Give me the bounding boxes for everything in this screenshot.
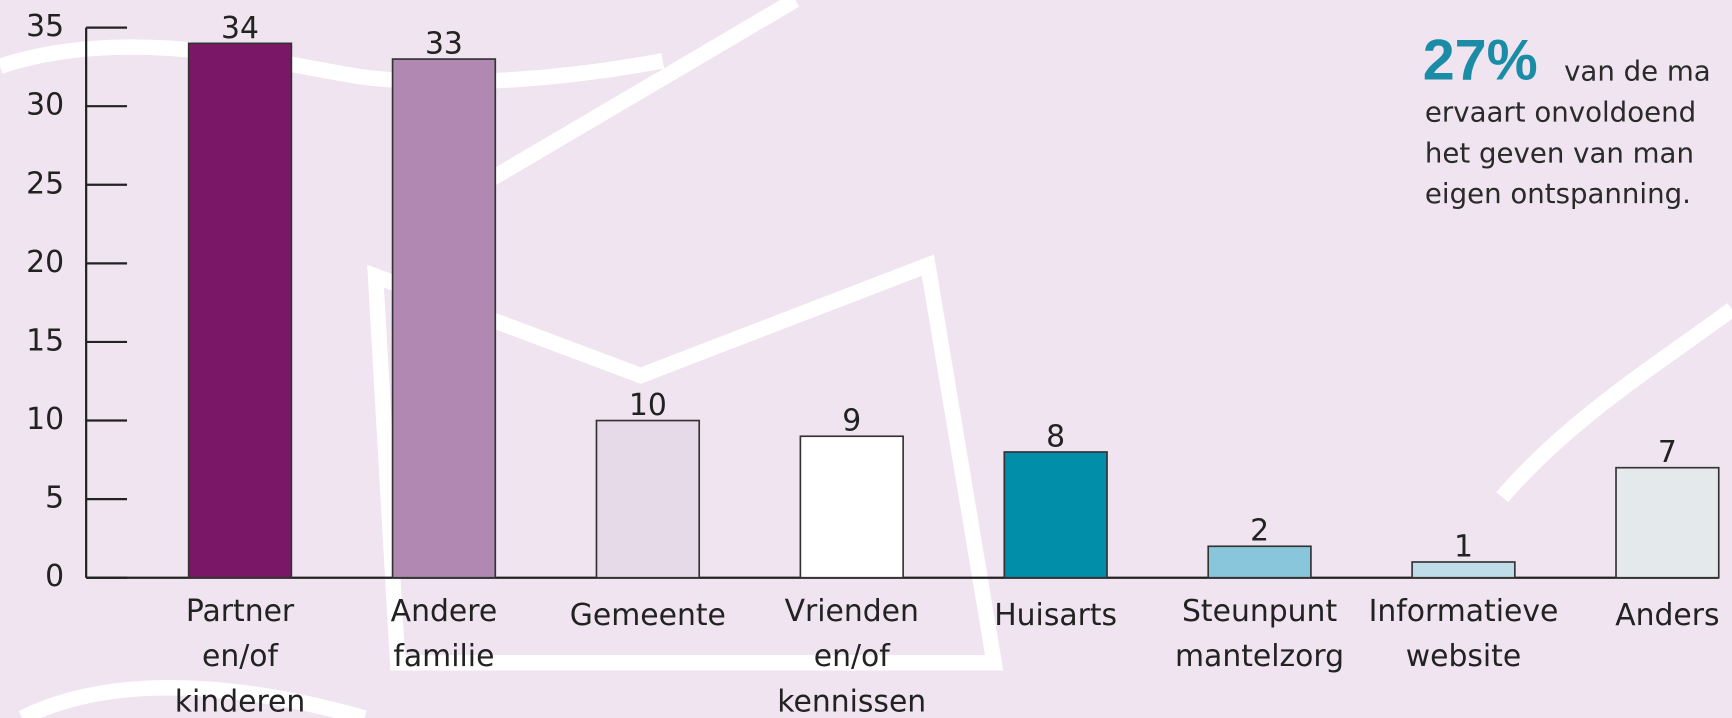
value-label: 8 [1046,419,1065,454]
value-label: 7 [1658,435,1677,470]
x-tick-label: Gemeente [570,598,726,633]
bar [393,59,496,578]
annotation-highlight: 27% [1423,29,1538,93]
page: {"chart_data": {"type": "bar", "categori… [0,0,1732,718]
annotation-line: ervaart onvoldoend [1425,96,1696,129]
annotation-line: eigen ontspanning. [1425,177,1691,210]
y-tick-label: 30 [26,88,64,123]
y-tick-label: 15 [26,323,64,358]
y-tick-label: 10 [26,402,64,437]
value-label: 1 [1454,529,1473,564]
bar [1004,452,1107,578]
y-tick-label: 25 [26,166,64,201]
value-label: 33 [425,27,463,62]
y-tick-label: 0 [45,559,64,594]
value-label: 34 [221,11,259,46]
bar [1616,468,1719,578]
y-tick-label: 35 [26,9,64,44]
bar [800,436,903,577]
chart: 27% 0 5 10 15 20 25 30 35 34 Partneren/ofkinderen… [0,0,1732,718]
x-tick-label: Anders [1615,598,1719,633]
y-tick-label: 5 [45,481,64,516]
value-label: 10 [629,388,667,423]
bar [189,43,292,577]
annotation-line: van de ma [1564,55,1711,88]
value-label: 2 [1250,514,1269,549]
y-tick-label: 20 [26,245,64,280]
value-label: 9 [842,404,861,439]
annotation-line: het geven van man [1425,136,1694,169]
x-tick-label: Huisarts [994,598,1117,633]
bar [1208,546,1311,577]
bar [596,421,699,578]
